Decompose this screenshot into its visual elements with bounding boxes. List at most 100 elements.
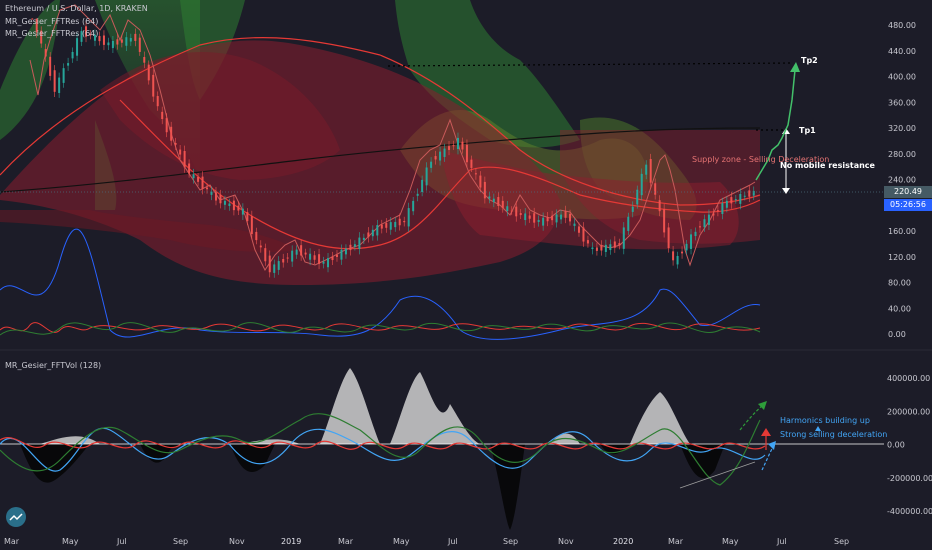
- candle-body: [268, 255, 271, 273]
- candle-body: [421, 179, 424, 193]
- projection-layer: [0, 62, 884, 194]
- price-tick-label: 120.00: [888, 253, 916, 262]
- price-axis[interactable]: 480.00 440.00 400.00 360.00 320.00 280.00 240.…: [888, 21, 916, 339]
- lower-study-label[interactable]: MR_Gesier_FFTVol (128): [5, 361, 102, 370]
- price-tick-label: 360.00: [888, 98, 916, 107]
- harmonics-label: Harmonics building up: [780, 416, 870, 425]
- candle-body: [380, 224, 383, 229]
- fftvol-pane: [0, 349, 932, 530]
- candle-body: [107, 42, 110, 46]
- candle-body: [31, 18, 34, 20]
- time-axis[interactable]: Mar May Jul Sep Nov 2019 Mar May Jul Sep Nov 2020 Ma…: [4, 537, 849, 546]
- candle-body: [488, 196, 491, 199]
- candle-body: [58, 77, 61, 93]
- candle-body: [510, 210, 513, 212]
- candle-body: [318, 254, 321, 264]
- candle-body: [255, 231, 258, 241]
- time-tick-label: 2019: [281, 537, 301, 546]
- projection-arrow-head: [790, 62, 800, 72]
- green-vol-line: [0, 413, 761, 486]
- candle-body: [206, 187, 209, 190]
- candle-body: [71, 51, 74, 59]
- candle-body: [716, 210, 719, 212]
- candle-body: [685, 243, 688, 251]
- candle-body: [138, 37, 141, 52]
- time-tick-label: Jul: [116, 537, 127, 546]
- blue-vol-line: [0, 427, 766, 472]
- candle-body: [179, 149, 182, 155]
- time-tick-label: 2020: [613, 537, 633, 546]
- tp1-range-down-arrow: [782, 188, 790, 194]
- candle-body: [533, 213, 536, 223]
- candle-body: [264, 248, 267, 262]
- tradingview-logo-icon[interactable]: [6, 507, 26, 527]
- price-tick-label: 320.00: [888, 124, 916, 133]
- candle-body: [654, 183, 657, 195]
- candle-body: [102, 35, 105, 45]
- candle-body: [277, 261, 280, 270]
- candle-body: [461, 141, 464, 150]
- candle-body: [497, 197, 500, 207]
- candle-body: [35, 18, 38, 33]
- candle-body: [443, 148, 446, 157]
- candle-body: [237, 205, 240, 211]
- candle-body: [322, 261, 325, 264]
- candle-body: [560, 214, 563, 220]
- price-tick-label: 400.00: [888, 73, 916, 82]
- price-tick-label: 280.00: [888, 150, 916, 159]
- candle-body: [640, 173, 643, 196]
- candle-body: [174, 143, 177, 145]
- logo-glyph: [9, 513, 23, 521]
- candle-body: [555, 214, 558, 223]
- study-label-1[interactable]: MR_Gesier_FFTRes (64): [5, 17, 99, 26]
- candle-body: [748, 190, 751, 197]
- candle-body: [165, 118, 168, 133]
- price-tick-label: 0.00: [888, 330, 906, 339]
- study-label-2[interactable]: MR_Gesier_FFTRes (64): [5, 29, 99, 38]
- candle-body: [286, 257, 289, 259]
- candle-body: [259, 245, 262, 248]
- red-vol-line: [0, 437, 766, 450]
- candle-body: [170, 126, 173, 141]
- candle-body: [448, 146, 451, 150]
- candle-body: [76, 38, 79, 56]
- red-arrow-head: [761, 428, 771, 436]
- candle-body: [537, 219, 540, 223]
- candle-body: [232, 200, 235, 211]
- candle-body: [416, 193, 419, 196]
- candle-body: [506, 206, 509, 211]
- candle-body: [604, 244, 607, 252]
- candle-body: [143, 56, 146, 63]
- price-tick-label: 480.00: [888, 21, 916, 30]
- price-tick-label: 160.00: [888, 227, 916, 236]
- candle-body: [282, 258, 285, 263]
- candle-body: [210, 191, 213, 195]
- candle-body: [528, 215, 531, 219]
- candle-body: [116, 39, 119, 45]
- candle-body: [335, 254, 338, 257]
- candle-body: [353, 244, 356, 247]
- candle-body: [546, 216, 549, 222]
- blue-arrow: [761, 444, 775, 471]
- time-tick-label: Jul: [776, 537, 787, 546]
- time-tick-label: Mar: [668, 537, 684, 546]
- candle-body: [53, 70, 56, 92]
- candle-body: [734, 199, 737, 201]
- candle-body: [694, 231, 697, 237]
- candle-body: [609, 244, 612, 251]
- volume-axis[interactable]: 400000.00 200000.00 0.00 -200000.00 -400000.…: [887, 374, 932, 516]
- candle-body: [439, 151, 442, 161]
- candle-body: [134, 33, 137, 41]
- candle-body: [331, 256, 334, 261]
- candle-body: [425, 167, 428, 186]
- candle-body: [214, 191, 217, 201]
- time-tick-label: Jul: [447, 537, 458, 546]
- candle-body: [98, 36, 101, 42]
- black-ma-line: [0, 127, 761, 193]
- candle-body: [273, 264, 276, 273]
- candle-body: [690, 234, 693, 249]
- candle-body: [156, 96, 159, 107]
- candle-body: [223, 200, 226, 205]
- candle-body: [147, 64, 150, 81]
